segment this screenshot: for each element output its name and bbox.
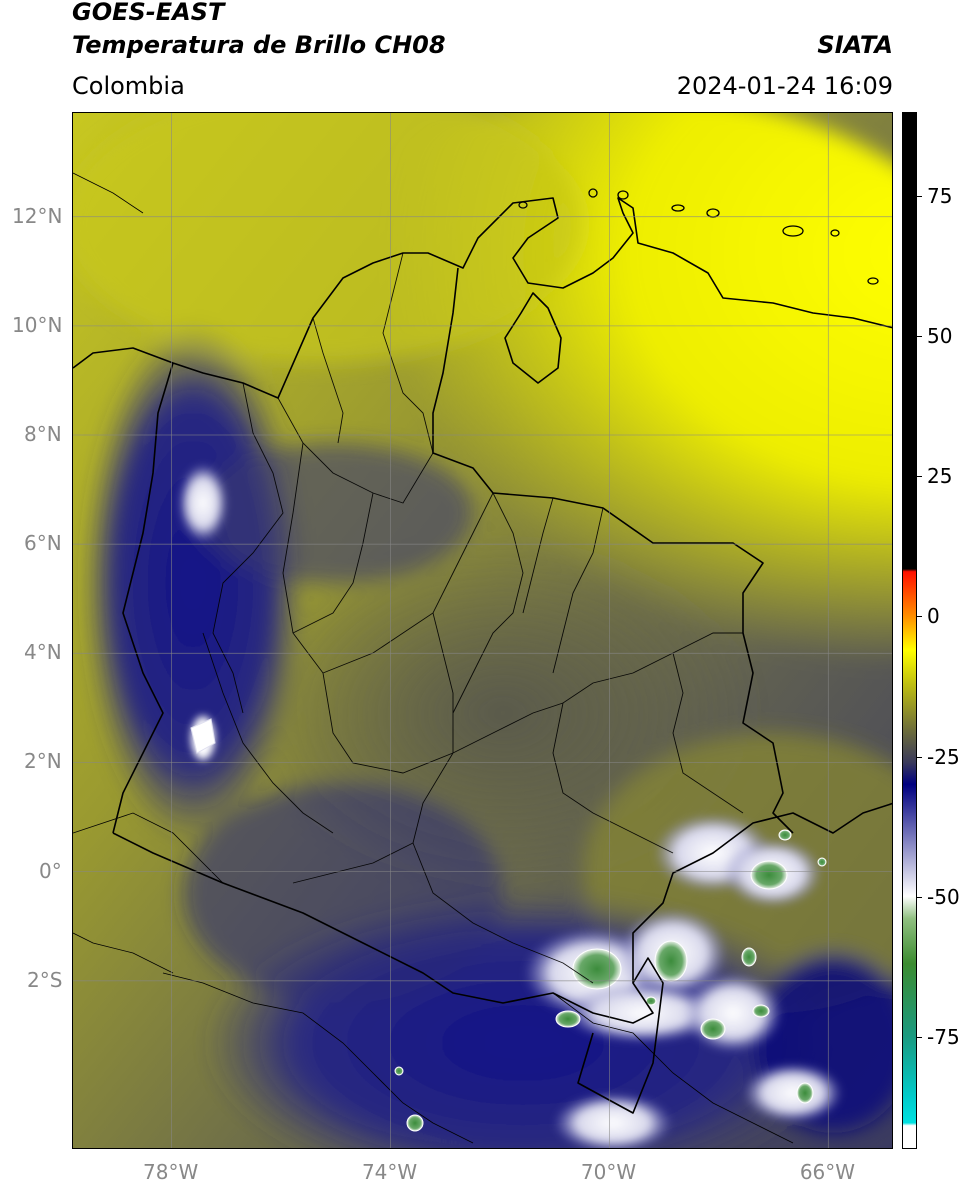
colorbar-tick-label: -75 [927,1024,960,1049]
latitude-tick-label: 8°N [24,422,62,447]
colorbar-tick-label: 75 [927,184,953,209]
graticule [73,113,892,1148]
brightness-temperature-map [73,113,892,1148]
colorbar-tick-label: 0 [927,604,940,629]
longitude-tick-label: 70°W [580,1160,637,1184]
latitude-tick-label: 12°N [12,203,63,228]
product-title: Temperatura de Brillo CH08 [72,31,446,59]
colorbar-tick-mark [917,616,922,618]
longitude-tick-label: 74°W [361,1160,418,1184]
latitude-tick-label: 6°N [24,531,62,556]
latitude-tick-label: 2°N [24,749,62,774]
latitude-tick-label: 4°N [24,640,62,665]
colorbar-tick-label: 50 [927,324,953,349]
colorbar-tick-mark [917,336,922,338]
colorbar-tick-mark [917,196,922,198]
latitude-tick-label: 0° [39,858,62,883]
colorbar-tick-mark [917,476,922,478]
timestamp-label: 2024-01-24 16:09 [676,72,893,100]
agency-label: SIATA [817,31,893,59]
colorbar-tick-label: 25 [927,464,953,489]
colorbar-tick-mark [917,756,922,758]
colorbar-tick-mark [917,896,922,898]
map-panel[interactable] [72,112,893,1149]
longitude-tick-label: 78°W [143,1160,199,1184]
colorbar-tick-mark [917,1036,922,1038]
latitude-tick-label: 2°S [27,967,63,992]
temperature-colorbar [902,112,917,1149]
longitude-tick-label: 66°W [799,1160,856,1184]
latitude-tick-label: 10°N [12,312,63,337]
satellite-title: GOES-EAST [72,0,225,26]
colorbar-tick-label: -25 [927,744,960,769]
region-label: Colombia [72,72,185,100]
colorbar-tick-label: -50 [927,884,960,909]
